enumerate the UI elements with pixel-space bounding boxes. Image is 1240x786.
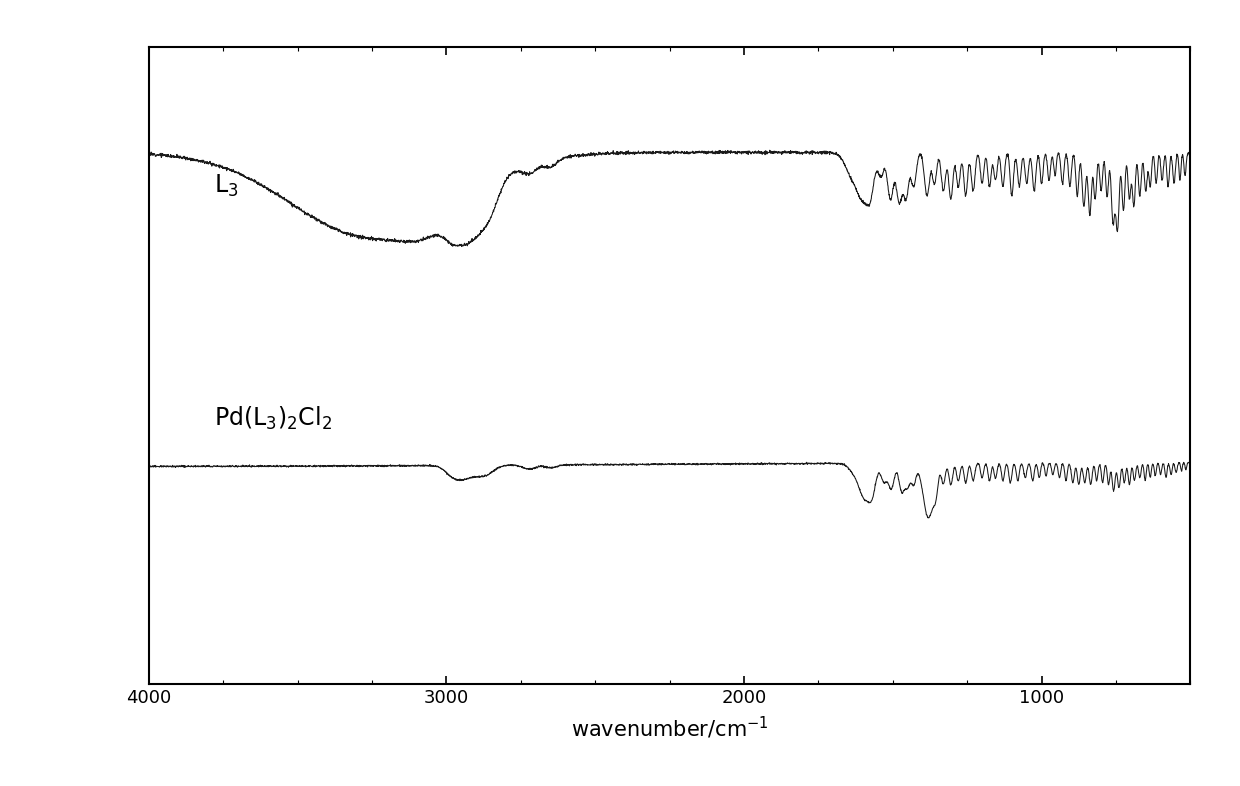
Text: $\mathregular{Pd(L_3)_2Cl_2}$: $\mathregular{Pd(L_3)_2Cl_2}$	[215, 405, 332, 432]
X-axis label: wavenumber/cm$^{-1}$: wavenumber/cm$^{-1}$	[570, 715, 769, 741]
Text: $\mathregular{L_3}$: $\mathregular{L_3}$	[215, 172, 239, 199]
